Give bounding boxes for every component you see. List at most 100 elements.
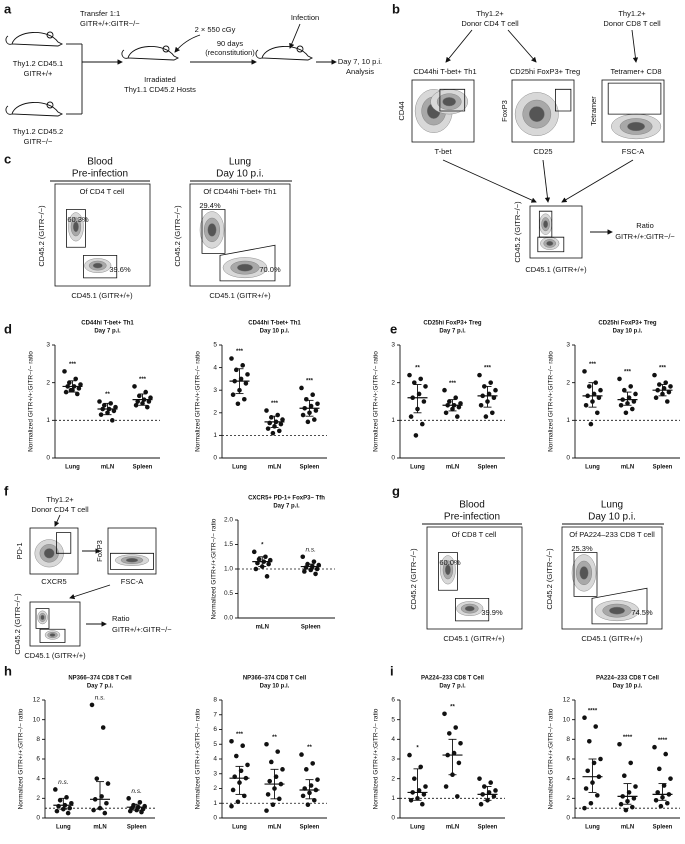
significance-label: * <box>261 542 264 548</box>
data-point <box>658 803 664 809</box>
data-point <box>652 744 657 750</box>
data-point <box>270 430 276 436</box>
data-point <box>665 399 670 404</box>
significance-label: n.s. <box>95 695 106 702</box>
data-point <box>113 404 118 410</box>
significance-label: *** <box>484 366 492 372</box>
data-point <box>280 767 285 772</box>
data-point <box>300 412 306 418</box>
data-point <box>64 795 69 800</box>
density <box>43 548 55 559</box>
data-point <box>300 793 306 799</box>
label: 70.0% <box>259 265 281 274</box>
data-point <box>456 404 462 410</box>
data-point <box>135 399 140 404</box>
gate <box>66 209 86 248</box>
data-point <box>458 740 463 746</box>
y-tick-label: 1 <box>566 417 570 424</box>
y-tick-label: 4 <box>566 775 570 782</box>
x-tick-label: Lung <box>410 825 425 831</box>
chart-title: NP366–374 CD8 T Cell <box>68 676 132 682</box>
data-point <box>408 414 414 419</box>
arrow <box>507 29 537 63</box>
y-tick-label: 2 <box>391 775 395 782</box>
data-point <box>304 396 309 402</box>
label: (reconstitution) <box>205 48 255 57</box>
y-tick-label: 8 <box>213 697 217 704</box>
gate <box>110 552 155 570</box>
gate <box>591 587 648 625</box>
data-point <box>299 385 304 391</box>
gate <box>56 532 72 554</box>
data-point <box>253 566 259 572</box>
label: CD45.1 (GITR+/+) <box>443 634 505 643</box>
significance-label: *** <box>306 379 314 385</box>
data-point <box>447 399 452 404</box>
label: Tetramer <box>589 96 598 126</box>
significance-label: n.s. <box>131 788 142 795</box>
mouse-ear <box>296 45 304 53</box>
data-point <box>455 414 460 419</box>
label: CD45.2 (GITR−/−) <box>409 548 418 610</box>
data-point <box>139 809 144 815</box>
label: CD45.2 (GITR−/−) <box>513 201 522 263</box>
density <box>579 566 589 580</box>
y-axis-label: Normalized GITR+/+:GITR−/− ratio <box>28 351 35 452</box>
label: T-bet <box>434 147 452 156</box>
data-point <box>146 399 152 404</box>
y-tick-label: 0.0 <box>224 615 233 622</box>
y-axis-label: Normalized GITR+/+:GITR−/− ratio <box>195 708 202 809</box>
y-tick-label: 4 <box>213 364 217 371</box>
x-tick-label: Spleen <box>127 825 147 831</box>
data-point <box>421 792 427 797</box>
y-tick-label: 4 <box>213 756 217 763</box>
density <box>543 220 548 229</box>
data-point <box>407 372 412 378</box>
label: Tetramer+ CD8 <box>610 67 661 76</box>
data-point <box>588 421 594 427</box>
data-point <box>91 807 96 813</box>
label: 39.9% <box>481 608 503 617</box>
data-point <box>491 794 497 799</box>
data-point <box>308 783 314 788</box>
significance-label: *** <box>236 732 244 738</box>
y-axis-label: Normalized GITR+/+:GITR−/− ratio <box>18 708 25 809</box>
label: Pre-infection <box>444 512 500 523</box>
panel-label: i <box>390 663 394 678</box>
gate <box>35 608 50 629</box>
x-tick-label: Spleen <box>478 825 498 831</box>
y-tick-label: 12 <box>563 697 571 704</box>
data-point <box>595 793 600 798</box>
data-point <box>105 781 111 786</box>
data-point <box>235 799 241 805</box>
label: CD25hi FoxP3+ Treg <box>510 67 580 76</box>
density <box>609 606 625 615</box>
data-point <box>478 801 484 807</box>
data-point <box>137 799 143 805</box>
data-point <box>421 399 427 404</box>
gate <box>555 88 572 112</box>
y-tick-label: 6 <box>391 697 395 704</box>
data-point <box>310 761 316 766</box>
data-point <box>442 711 447 717</box>
data-point <box>269 415 274 420</box>
data-point <box>653 395 659 401</box>
data-point <box>305 419 311 425</box>
data-point <box>315 401 320 407</box>
mouse-icon <box>5 102 64 117</box>
gate <box>39 628 66 643</box>
significance-label: *** <box>236 349 244 355</box>
label: 90 days <box>217 39 244 48</box>
label: Thy1.2+ <box>46 495 74 504</box>
data-point <box>483 414 489 419</box>
data-point <box>313 408 319 413</box>
data-point <box>269 759 274 765</box>
data-point <box>456 760 462 766</box>
data-point <box>633 784 638 789</box>
x-tick-label: Lung <box>585 825 600 831</box>
data-point <box>245 372 250 377</box>
data-point <box>453 395 459 401</box>
y-tick-label: 2 <box>213 410 217 417</box>
y-tick-label: 3 <box>566 342 570 349</box>
data-point <box>305 802 311 808</box>
